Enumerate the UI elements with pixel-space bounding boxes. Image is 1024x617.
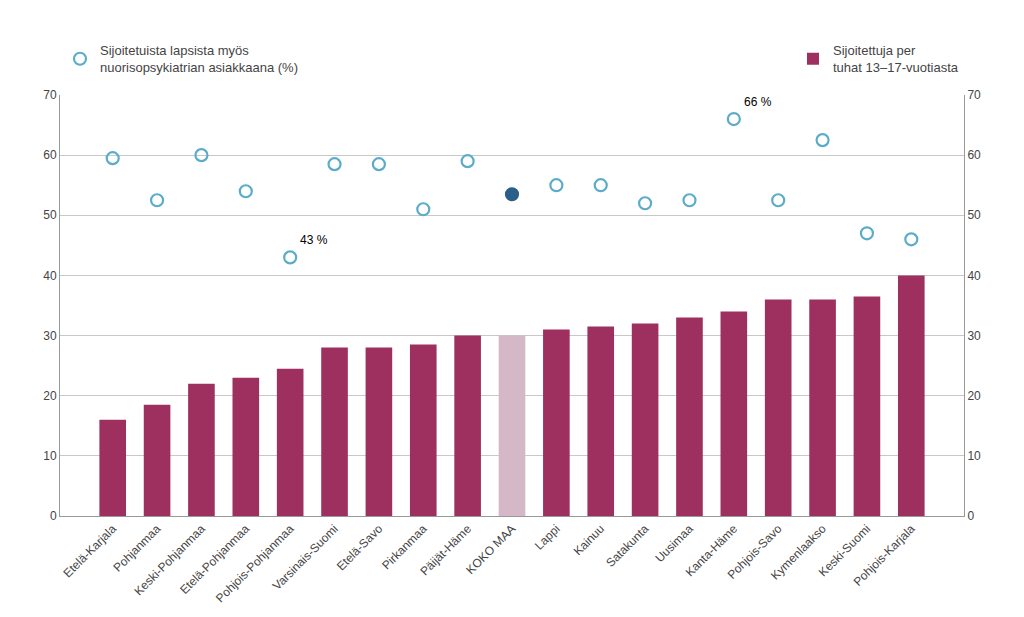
svg-text:50: 50 [967,208,981,222]
svg-text:Etelä-Karjala: Etelä-Karjala [61,522,120,581]
svg-text:Sijoitettuja pertuhat 13–17-vu: Sijoitettuja pertuhat 13–17-vuotiasta [833,43,959,75]
svg-text:Varsinais-Suomi: Varsinais-Suomi [270,522,341,593]
svg-text:Uusimaa: Uusimaa [652,522,696,566]
svg-text:KOKO MAA: KOKO MAA [463,522,518,577]
svg-text:Keski-Pohjanmaa: Keski-Pohjanmaa [131,522,208,599]
svg-text:Kymenlaakso: Kymenlaakso [768,522,829,583]
svg-text:60: 60 [967,148,981,162]
svg-text:0: 0 [967,509,974,523]
svg-text:Lappi: Lappi [532,522,563,553]
svg-text:60: 60 [43,148,57,162]
svg-text:0: 0 [50,509,57,523]
svg-text:10: 10 [967,449,981,463]
svg-text:30: 30 [967,329,981,343]
svg-text:40: 40 [967,269,981,283]
svg-text:Kanta-Häme: Kanta-Häme [683,522,741,580]
svg-text:70: 70 [967,88,981,102]
svg-text:Sijoitetuista lapsista myösnuo: Sijoitetuista lapsista myösnuorisopsykia… [100,43,298,75]
svg-text:70: 70 [43,88,57,102]
svg-text:Keski-Suomi: Keski-Suomi [816,522,874,580]
svg-text:20: 20 [43,389,57,403]
svg-text:50: 50 [43,208,57,222]
svg-text:Kainuu: Kainuu [571,522,607,558]
svg-text:Päijät-Häme: Päijät-Häme [417,522,474,579]
svg-text:Etelä-Pohjanmaa: Etelä-Pohjanmaa [177,522,252,597]
svg-text:Pohjois-Pohjanmaa: Pohjois-Pohjanmaa [213,522,297,606]
svg-text:40: 40 [43,269,57,283]
svg-text:43 %: 43 % [300,233,328,247]
svg-text:Pohjanmaa: Pohjanmaa [111,522,164,575]
svg-text:Etelä-Savo: Etelä-Savo [334,522,386,574]
svg-text:10: 10 [43,449,57,463]
svg-text:Satakunta: Satakunta [603,522,651,570]
svg-text:20: 20 [967,389,981,403]
svg-text:Pirkanmaa: Pirkanmaa [379,522,430,573]
svg-text:Pohjois-Savo: Pohjois-Savo [725,522,785,582]
svg-text:Pohjois-Karjala: Pohjois-Karjala [851,522,918,589]
svg-text:30: 30 [43,329,57,343]
svg-text:66 %: 66 % [744,95,772,109]
